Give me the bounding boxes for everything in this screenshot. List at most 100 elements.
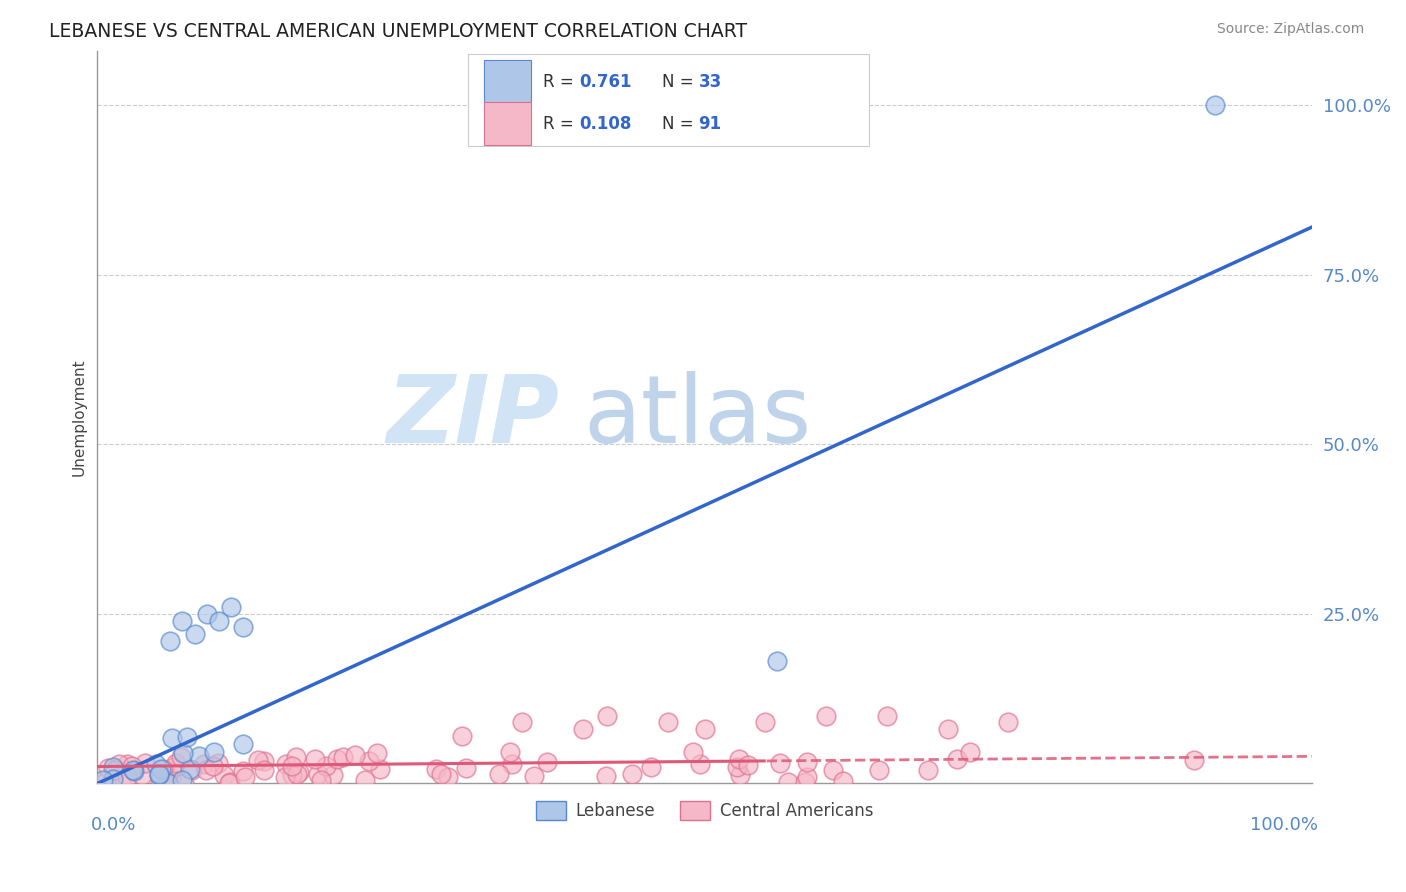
Point (202, 745, 225, 759)
Point (793, 775, 815, 789)
Point (997, 715, 1019, 730)
Point (274, 756, 297, 771)
Point (218, 775, 240, 789)
Point (101, 772, 124, 787)
Point (821, 763, 844, 777)
Point (157, 776, 180, 790)
Point (152, 762, 174, 776)
Point (162, 759, 184, 773)
Point (208, 614, 231, 628)
Point (131, 768, 153, 782)
Point (876, 708, 898, 723)
Point (725, 760, 748, 774)
Point (682, 745, 704, 759)
Point (160, 771, 183, 785)
Point (368, 762, 391, 776)
Point (657, 715, 679, 730)
FancyBboxPatch shape (484, 102, 531, 145)
Point (180, 763, 202, 777)
Text: 0.761: 0.761 (579, 72, 633, 91)
Point (754, 715, 776, 730)
Point (512, 715, 534, 730)
Point (326, 752, 349, 766)
Point (179, 762, 201, 776)
Point (769, 756, 792, 770)
Text: 0.108: 0.108 (579, 115, 631, 133)
Point (315, 759, 337, 773)
Point (868, 763, 890, 777)
Point (219, 774, 242, 789)
Point (145, 756, 167, 771)
Point (1182, 752, 1205, 766)
Point (172, 746, 194, 760)
Legend: Lebanese, Central Americans: Lebanese, Central Americans (529, 794, 880, 827)
Point (247, 753, 270, 767)
Point (169, 750, 191, 764)
Point (110, 776, 132, 790)
Point (165, 756, 187, 770)
Point (207, 756, 229, 770)
Point (737, 758, 759, 772)
Point (796, 770, 818, 784)
Point (232, 620, 254, 634)
Point (454, 760, 477, 774)
Point (150, 762, 173, 776)
Point (499, 745, 522, 759)
Point (155, 773, 177, 788)
Text: N =: N = (662, 72, 699, 91)
Point (430, 766, 453, 780)
Point (160, 731, 183, 745)
Point (1204, 98, 1226, 112)
Point (285, 766, 308, 780)
Point (115, 770, 138, 784)
Point (94, 774, 117, 789)
Point (304, 752, 326, 766)
Point (766, 654, 789, 668)
Point (946, 752, 969, 766)
FancyBboxPatch shape (484, 60, 531, 103)
FancyBboxPatch shape (468, 54, 869, 146)
Point (115, 756, 138, 771)
Point (176, 731, 198, 745)
Point (253, 763, 276, 777)
Point (148, 767, 170, 781)
Point (134, 756, 156, 770)
Point (281, 768, 304, 782)
Point (488, 767, 510, 781)
Text: N =: N = (662, 115, 699, 133)
Point (596, 708, 619, 723)
Point (97, 761, 120, 775)
Point (322, 767, 344, 781)
Point (796, 755, 818, 769)
Point (572, 722, 595, 736)
Point (287, 764, 309, 779)
Point (728, 752, 751, 766)
Point (232, 764, 254, 778)
Point (122, 764, 145, 779)
Point (689, 757, 711, 772)
Point (778, 775, 800, 789)
Point (172, 614, 194, 628)
Point (193, 757, 215, 772)
Point (425, 763, 447, 777)
Point (219, 600, 242, 615)
Point (307, 766, 329, 780)
Point (170, 772, 193, 787)
Point (91, 772, 114, 787)
Point (917, 763, 939, 777)
Point (187, 748, 209, 763)
Point (173, 776, 195, 790)
Point (728, 768, 751, 782)
Point (252, 755, 274, 769)
Text: 91: 91 (699, 115, 721, 133)
Text: ZIP: ZIP (387, 371, 558, 463)
Point (108, 757, 131, 772)
Point (437, 770, 460, 784)
Point (815, 708, 838, 723)
Text: LEBANESE VS CENTRAL AMERICAN UNEMPLOYMENT CORRELATION CHART: LEBANESE VS CENTRAL AMERICAN UNEMPLOYMEN… (49, 22, 748, 41)
Point (202, 759, 225, 773)
Y-axis label: Unemployment: Unemployment (72, 359, 86, 476)
Point (285, 749, 308, 764)
Point (332, 750, 354, 764)
Point (212, 767, 235, 781)
